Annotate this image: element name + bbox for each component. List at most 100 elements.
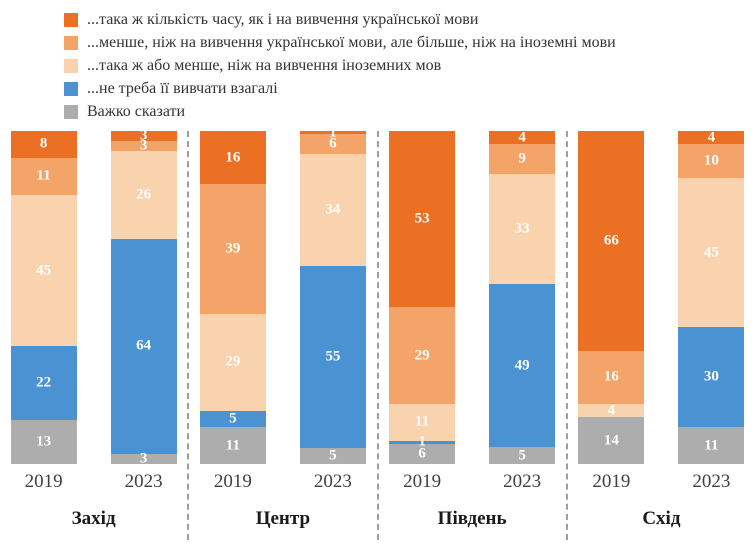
segment-value: 11 [415, 413, 430, 430]
year-axis-label: 2023 [503, 471, 542, 492]
legend-item: ...менше, ніж на вивчення української мо… [64, 31, 755, 54]
year-axis-label: 2023 [692, 471, 731, 492]
year-axis-label: 2019 [592, 471, 631, 492]
segment-value: 3 [139, 450, 148, 467]
legend-label: Важко сказати [87, 102, 186, 120]
segment-value: 16 [225, 149, 241, 166]
bar-segment: 16 [199, 131, 266, 185]
bar-segment: 6 [299, 134, 366, 155]
legend-label: ...така ж або менше, ніж на вивчення іно… [87, 56, 442, 74]
bar-segment: 53 [389, 131, 456, 308]
stacked-bar: 16 39 29 5 11 [199, 131, 266, 464]
segment-value: 33 [514, 220, 530, 237]
years-row: 2019 2023 [568, 464, 755, 500]
segment-value: 5 [329, 447, 337, 464]
bar-segment: 9 [489, 144, 556, 175]
bar-segment: 6 [389, 444, 456, 464]
bar-segment: 26 [110, 151, 177, 239]
legend-label: ...не треба її вивчати взагалі [87, 79, 278, 97]
segment-value: 13 [36, 433, 52, 450]
segment-value: 11 [704, 437, 719, 454]
segment-value: 45 [36, 262, 52, 279]
bar-segment: 4 [678, 130, 745, 145]
segment-value: 4 [607, 402, 616, 419]
segment-value: 16 [603, 368, 619, 385]
bar-segment: 30 [678, 327, 745, 428]
bar-segment: 45 [678, 177, 745, 328]
bar-segment: 29 [199, 314, 266, 411]
legend-swatch [64, 35, 78, 50]
segment-value: 29 [414, 347, 430, 364]
segment-value: 30 [703, 368, 719, 385]
legend-swatch [64, 58, 78, 73]
year-axis-label: 2019 [213, 471, 252, 492]
stacked-bar: 4 9 33 49 5 [489, 129, 556, 464]
legend-item: Важко сказати [64, 100, 755, 123]
bar-segment: 11 [10, 157, 77, 195]
segment-value: 39 [225, 240, 241, 257]
bar-segment: 11 [199, 427, 266, 464]
legend-item: ...така ж або менше, ніж на вивчення іно… [64, 54, 755, 77]
segment-value: 55 [325, 348, 341, 365]
segment-value: 34 [325, 201, 341, 218]
bar-segment: 5 [299, 447, 366, 464]
segment-value: 6 [418, 445, 426, 462]
years-row: 2019 2023 [0, 464, 187, 500]
bar-segment: 49 [489, 284, 556, 448]
bar-segment: 55 [299, 266, 366, 448]
year-axis-label: 2019 [24, 471, 63, 492]
segment-value: 3 [139, 137, 148, 154]
segment-value: 4 [518, 129, 526, 146]
segment-value: 5 [518, 447, 526, 464]
year-axis-label: 2023 [124, 471, 163, 492]
bar-segment: 14 [578, 417, 645, 464]
years-row: 2019 2023 [379, 464, 566, 500]
bars-row: 53 29 11 1 6 4 9 33 49 5 [379, 129, 566, 464]
bars-row: 66 16 4 14 4 10 45 30 11 [568, 130, 755, 464]
segment-value: 53 [414, 210, 430, 227]
bar-segment: 13 [10, 420, 77, 464]
bar-segment: 64 [110, 238, 177, 454]
segment-value: 6 [329, 135, 337, 152]
region-group: 8 11 45 22 13 3 3 26 64 3 2019 2023 Захід [0, 128, 190, 540]
stacked-bar: 66 16 4 14 [578, 131, 645, 464]
segment-value: 5 [229, 410, 237, 427]
segment-value: 29 [225, 353, 241, 370]
bar-segment: 45 [10, 194, 77, 347]
bar-segment: 11 [389, 404, 456, 441]
segment-value: 1 [418, 433, 426, 450]
bar-segment: 33 [489, 174, 556, 285]
segment-value: 22 [36, 374, 52, 391]
legend-item: ...така ж кількість часу, як і на вивчен… [64, 8, 755, 31]
bar-segment: 5 [199, 410, 266, 428]
legend-swatch [64, 12, 78, 27]
segment-value: 11 [36, 167, 51, 184]
bar-segment: 34 [299, 154, 366, 267]
bar-segment: 5 [489, 447, 556, 464]
segment-value: 14 [603, 432, 619, 449]
region-axis-label: Центр [255, 508, 311, 529]
stacked-bar: 8 11 45 22 13 [10, 131, 77, 464]
stacked-bar: 4 10 45 30 11 [678, 130, 745, 464]
bars-row: 8 11 45 22 13 3 3 26 64 3 [0, 128, 187, 467]
region-group: 66 16 4 14 4 10 45 30 11 2019 2023 Схід [568, 130, 755, 540]
bar-segment: 66 [578, 131, 645, 351]
legend-label: ...така ж кількість часу, як і на вивчен… [87, 10, 479, 28]
bar-segment: 39 [199, 184, 266, 315]
bar-segment: 1 [389, 434, 456, 449]
bar-segment: 1 [299, 125, 366, 140]
bar-segment: 4 [578, 402, 645, 419]
region-axis-label: Захід [71, 508, 116, 529]
bar-segment: 3 [110, 450, 177, 467]
stacked-bar: 3 3 26 64 3 [110, 128, 177, 467]
region-axis-label: Схід [642, 508, 681, 529]
region-axis-label: Південь [437, 508, 507, 529]
segment-value: 66 [603, 232, 619, 249]
segment-value: 45 [703, 244, 719, 261]
years-row: 2019 2023 [189, 464, 376, 500]
segment-value: 1 [329, 124, 337, 141]
bar-segment: 10 [678, 144, 745, 178]
segment-value: 11 [225, 437, 240, 454]
segment-value: 49 [514, 357, 530, 374]
